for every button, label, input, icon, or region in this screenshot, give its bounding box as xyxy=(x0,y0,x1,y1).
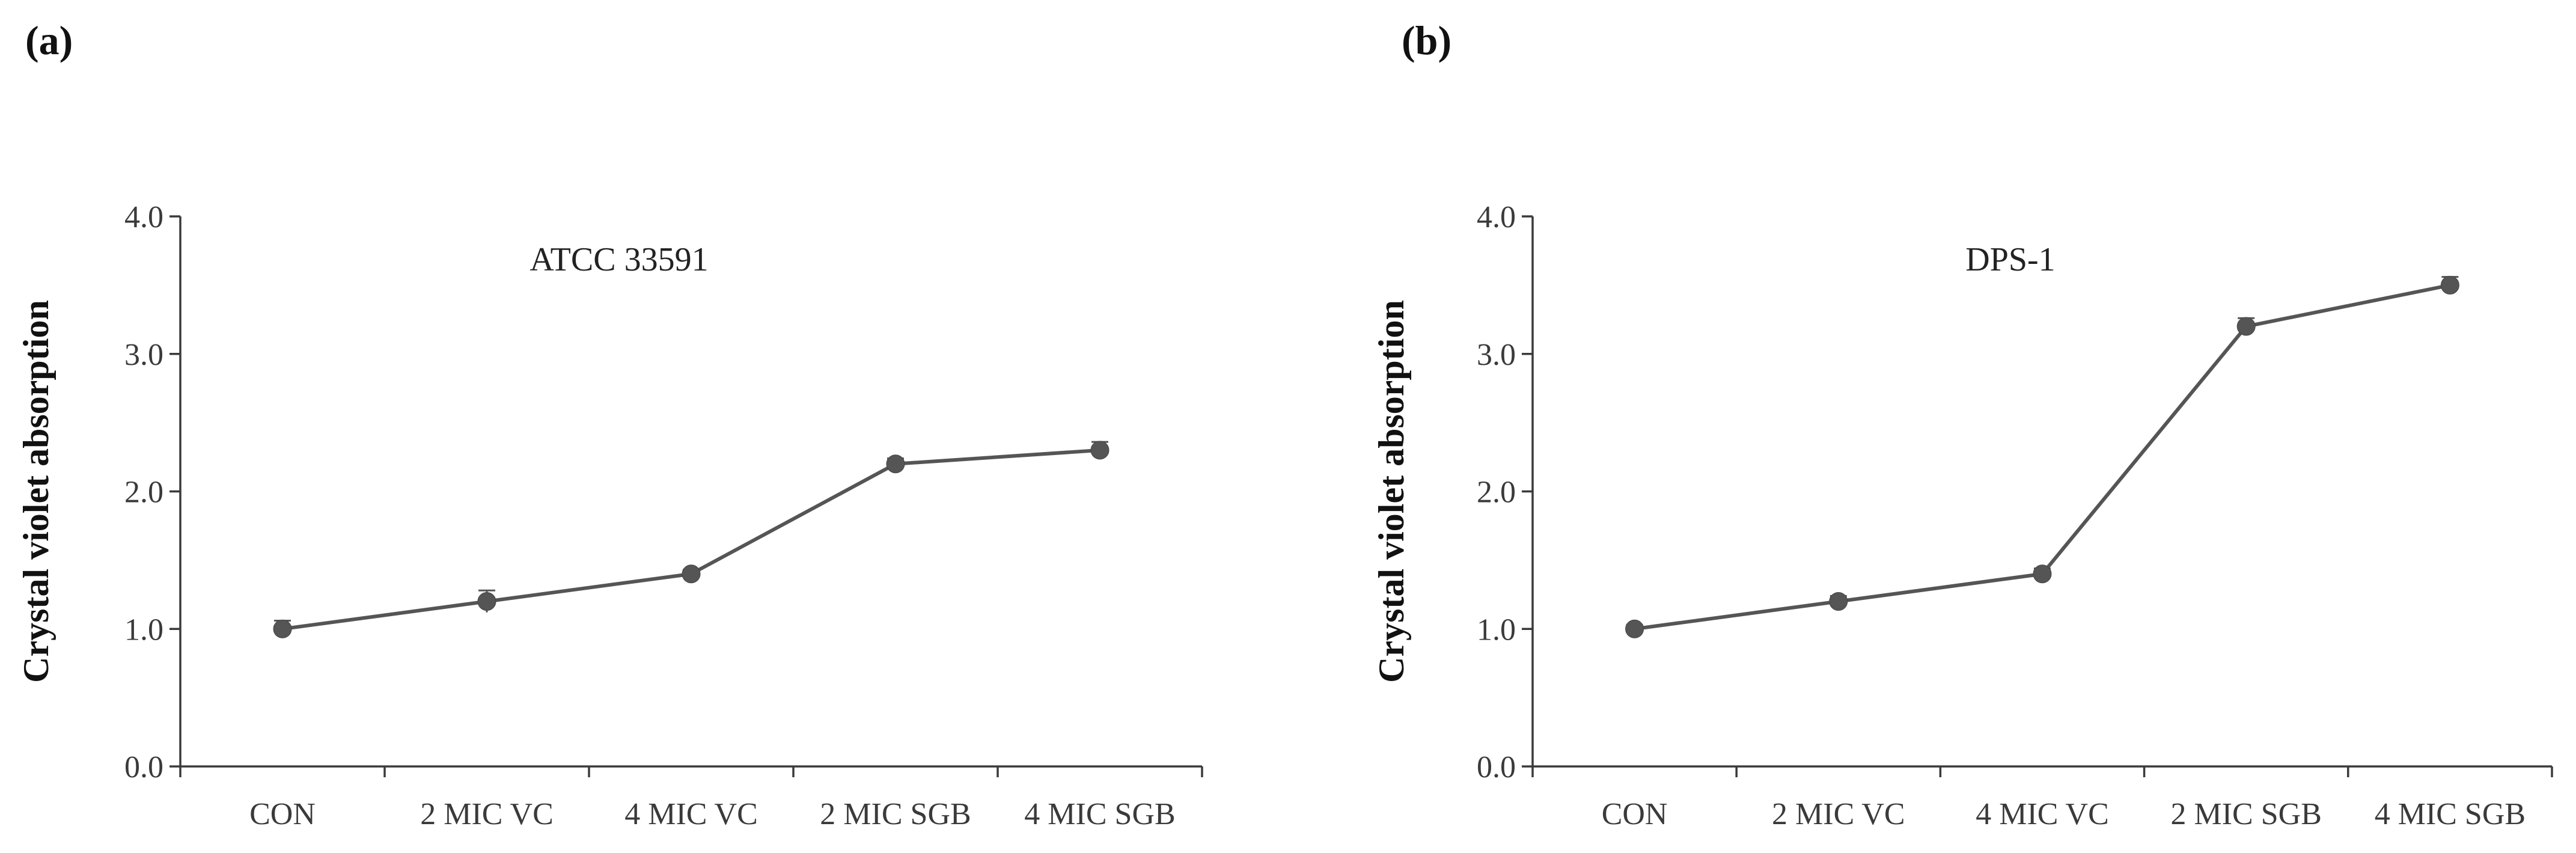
data-point xyxy=(2033,564,2052,584)
y-tick-label: 4.0 xyxy=(124,200,163,234)
panel-a: (a) 0.0 1.0 2.0 3.0 4.0 CON 2 MIC VC 4 MIC VC 2 … xyxy=(16,17,1203,831)
chart-b: 0.0 1.0 2.0 3.0 4.0 CON 2 MIC VC 4 MIC VC 2 MIC … xyxy=(1372,200,2553,831)
x-tick-label: 4 MIC SGB xyxy=(2375,797,2526,831)
x-tick-label: 2 MIC VC xyxy=(420,797,554,831)
y-tick-label: 2.0 xyxy=(124,475,163,510)
chart-title: ATCC 33591 xyxy=(530,241,708,278)
y-axis-label: Crystal violet absorption xyxy=(1372,300,1411,683)
data-point xyxy=(477,592,496,611)
x-tick-label: 2 MIC SGB xyxy=(820,797,971,831)
x-tick-label: 2 MIC VC xyxy=(1772,797,1905,831)
series-line xyxy=(282,448,1100,631)
chart-title: DPS-1 xyxy=(1965,241,2055,278)
x-tick-label: 4 MIC SGB xyxy=(1024,797,1175,831)
data-point xyxy=(273,619,292,638)
x-tick-label: 4 MIC VC xyxy=(1976,797,2109,831)
y-tick-label: 2.0 xyxy=(1477,475,1516,510)
panel-b: (b) 0.0 1.0 2.0 3.0 4.0 CON 2 MIC VC 4 MIC VC 2 … xyxy=(1358,0,2576,853)
y-tick-label: 3.0 xyxy=(1477,338,1516,372)
chart-a: 0.0 1.0 2.0 3.0 4.0 CON 2 MIC VC 4 MIC VC 2 MIC … xyxy=(16,200,1203,831)
x-tick-label: 4 MIC VC xyxy=(624,797,758,831)
y-tick-label: 4.0 xyxy=(1477,200,1516,234)
data-point xyxy=(682,564,701,584)
y-tick-label: 0.0 xyxy=(1477,750,1516,784)
y-tick-label: 0.0 xyxy=(124,750,163,784)
data-point xyxy=(886,454,905,474)
y-tick-label: 3.0 xyxy=(124,338,163,372)
data-point xyxy=(1625,619,1644,638)
data-point xyxy=(2236,317,2256,336)
data-point xyxy=(1090,441,1109,460)
data-point xyxy=(1829,592,1848,611)
y-tick-label: 1.0 xyxy=(124,613,163,647)
y-tick-label: 1.0 xyxy=(1477,613,1516,647)
x-tick-label: CON xyxy=(1602,797,1668,831)
y-axis-label: Crystal violet absorption xyxy=(16,300,56,683)
panel-label: (a) xyxy=(25,17,73,63)
x-tick-label: CON xyxy=(249,797,316,831)
x-tick-label: 2 MIC SGB xyxy=(2170,797,2321,831)
panel-label: (b) xyxy=(1402,17,1452,63)
data-point xyxy=(2440,275,2459,295)
